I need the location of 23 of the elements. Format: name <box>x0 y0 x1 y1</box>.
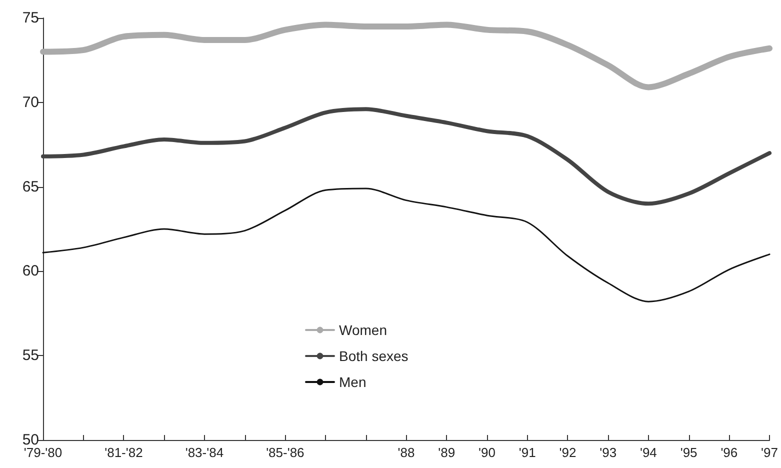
x-tick-label: '89 <box>438 445 456 460</box>
legend-label: Women <box>339 322 387 338</box>
x-tick-label: '91 <box>518 445 536 460</box>
y-tick-label: 70 <box>22 94 39 111</box>
x-tick-label: '90 <box>478 445 496 460</box>
y-tick-label: 55 <box>22 347 39 364</box>
line-series <box>42 188 770 302</box>
x-tick-label: '94 <box>640 445 657 460</box>
x-tick-label: '88 <box>398 445 415 460</box>
legend-label: Both sexes <box>339 348 408 364</box>
legend-label: Men <box>339 374 366 390</box>
x-tick-label: '85-'86 <box>266 445 304 460</box>
x-tick-label: '81-'82 <box>104 445 143 460</box>
y-tick-label: 65 <box>22 178 39 196</box>
y-tick-label: 75 <box>22 10 39 26</box>
line-series <box>41 107 772 206</box>
x-tick-label: '97 <box>761 445 778 460</box>
x-tick-label: '93 <box>600 445 617 460</box>
y-tick-label: 60 <box>22 262 39 280</box>
x-tick-label: '96 <box>720 445 738 460</box>
x-tick-label: '83-'84 <box>185 445 224 460</box>
x-tick-label: '92 <box>559 445 576 460</box>
x-tick-label: '95 <box>680 445 698 460</box>
